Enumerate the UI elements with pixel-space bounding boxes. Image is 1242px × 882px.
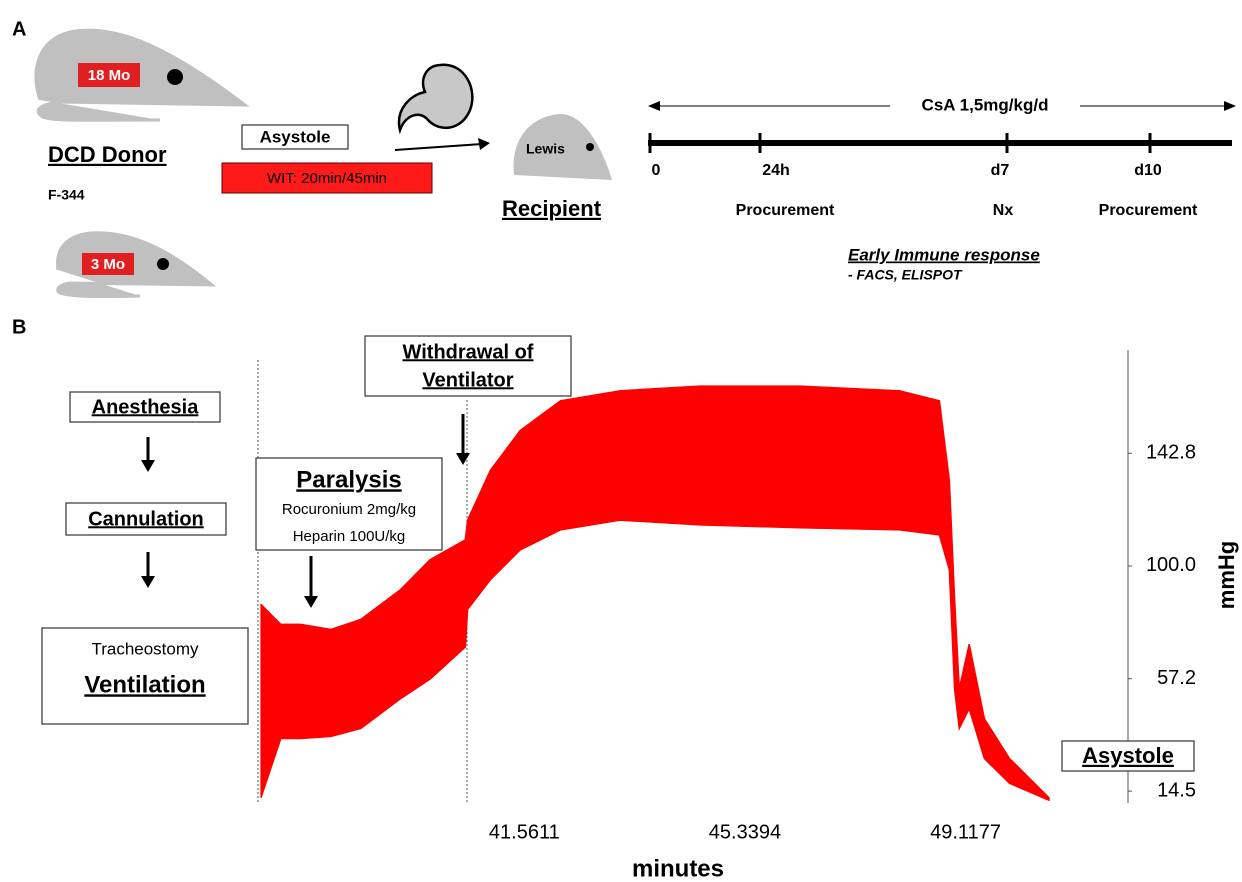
asystole-box [1061,740,1195,772]
age-badge [82,253,134,275]
timepoint: 24h [762,162,790,179]
x-tick-label: 45.3394 [709,821,781,843]
step-label: Cannulation [88,508,204,530]
diastolic-edge [260,519,1050,802]
drug: Heparin 100U/kg [293,528,406,545]
timepoint: d7 [991,162,1010,179]
immune-title: Early Immune response [848,245,1040,264]
asystole-label: Asystole [1082,743,1174,768]
panel-label: B [12,316,26,338]
step-label: Anesthesia [92,396,200,418]
step-box [69,391,221,423]
wit-label: WIT: 20min/45min [267,170,387,187]
drug: Rocuronium 2mg/kg [282,501,416,518]
step-label: Ventilation [84,671,205,698]
plot [260,385,1050,802]
step-box [41,627,249,725]
pressure-trace [260,385,1050,802]
age-text: 3 Mo [91,256,125,273]
timeline-ticks [648,133,1152,153]
arrow [394,143,483,151]
event: Procurement [1099,202,1198,219]
asystole-box [241,124,349,150]
recipient-strain: Lewis [526,141,565,157]
event: Nx [993,202,1014,219]
x-tick-label: 49.1177 [930,821,1001,843]
event: Procurement [736,202,835,219]
y-tick-label: 57.2 [1157,667,1196,689]
immune-methods: - FACS, ELISPOT [848,267,963,283]
withdrawal-label: Withdrawal of [403,341,534,363]
age-badge [78,63,140,87]
rat-young [55,231,217,299]
y-tick-label: 142.8 [1146,442,1196,464]
csa-bg [890,94,1080,118]
timepoint: d10 [1134,162,1162,179]
withdrawal-box [364,335,572,397]
age-text: 18 Mo [88,67,131,84]
csa-label: CsA 1,5mg/kg/d [922,95,1049,114]
paralysis-title: Paralysis [296,466,401,493]
paralysis-box [255,457,443,551]
arrow-head [304,596,318,608]
rat-recipient [513,113,612,180]
systolic-edge [260,385,1050,799]
donor-title: DCD Donor [48,142,167,167]
step-label: Tracheostomy [91,639,199,658]
rat-eye [167,69,183,85]
rat-eye [586,143,594,151]
rat-eye [157,258,169,270]
asystole-label: Asystole [260,127,331,146]
kidney [397,63,474,135]
rat-old [34,28,250,122]
x-tick-label: 41.5611 [489,821,560,843]
step-box [65,502,227,536]
donor-strain: F-344 [48,187,85,203]
y-tick-label: 14.5 [1157,779,1196,801]
arrow-head [456,453,470,465]
x-axis-title: minutes [632,855,724,882]
timepoint: 0 [652,162,661,179]
withdrawal-label: Ventilator [422,369,513,391]
y-tick-label: 100.0 [1146,554,1196,576]
panel-label: A [12,18,26,40]
y-axis-title: mmHg [1214,541,1239,609]
recipient-title: Recipient [502,196,602,221]
arrow-head [141,460,155,472]
arrow-head [478,138,490,150]
arrow-head [141,576,155,588]
wit-box [221,162,433,194]
